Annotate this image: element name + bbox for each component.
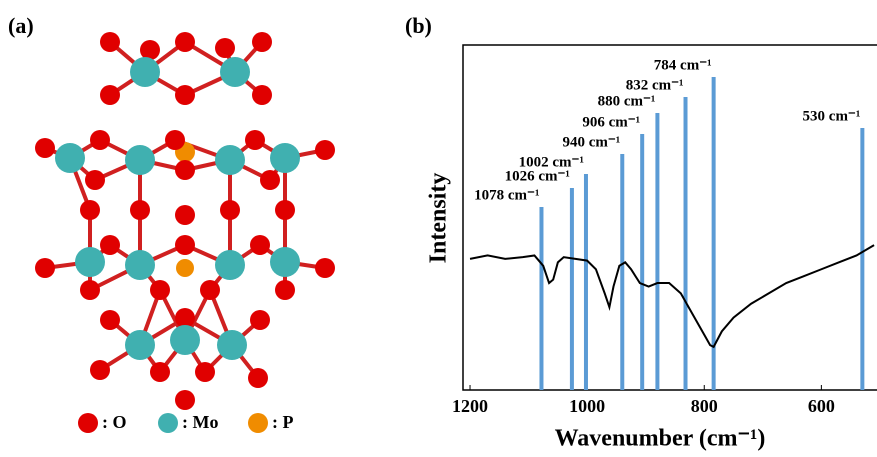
atom-o [100,32,120,52]
atom-p [176,259,194,277]
atom-o [195,362,215,382]
molecule [35,32,335,410]
atom-o [35,138,55,158]
atom-mo [220,57,250,87]
legend: : O : Mo : P [78,412,294,433]
atom-mo [125,250,155,280]
atom-o [250,235,270,255]
peak-label: 1002 cm⁻¹ [519,154,584,170]
atom-o [150,362,170,382]
atom-o [100,235,120,255]
atom-o [200,280,220,300]
x-tick-label: 600 [808,396,835,416]
atom-o [130,200,150,220]
x-tick-label: 1200 [452,396,488,416]
legend-label: : Mo [182,412,218,432]
plot-frame [463,45,877,390]
atom-o [165,130,185,150]
atom-mo [215,145,245,175]
atom-o [252,32,272,52]
atom-o [245,130,265,150]
atom-o [150,280,170,300]
atom-o [220,200,240,220]
y-axis-label: Intensity [426,173,452,264]
panel-label: (b) [405,13,432,38]
peak-label: 530 cm⁻¹ [803,108,861,124]
atom-o [275,280,295,300]
atom-mo [125,330,155,360]
x-tick-label: 800 [691,396,718,416]
atom-mo [215,250,245,280]
x-tick-label: 1000 [569,396,605,416]
atom-o [90,130,110,150]
atom-o [175,160,195,180]
peak-label: 940 cm⁻¹ [562,134,620,150]
atom-o [175,205,195,225]
atom-o [35,258,55,278]
peak-label: 906 cm⁻¹ [582,114,640,130]
atom-o [175,85,195,105]
atom-mo [75,247,105,277]
atom-o [175,390,195,410]
legend-swatch [78,413,98,433]
atom-mo [270,143,300,173]
atom-o [275,200,295,220]
atom-o [315,258,335,278]
atom-o [252,85,272,105]
legend-swatch [158,413,178,433]
legend-label: : P [272,412,294,432]
spectrum-line [470,245,874,347]
atom-o [140,40,160,60]
panel-label: (a) [8,13,34,38]
x-axis-label: Wavenumber (cm⁻¹) [555,426,766,452]
atom-mo [125,145,155,175]
peak-label: 1026 cm⁻¹ [505,168,570,184]
atom-o [175,235,195,255]
atom-o [80,280,100,300]
atom-o [85,170,105,190]
atom-o [215,38,235,58]
atom-mo [55,143,85,173]
atom-mo [217,330,247,360]
legend-label: : O [102,412,127,432]
atom-o [315,140,335,160]
atom-o [80,200,100,220]
legend-swatch [248,413,268,433]
atom-mo [270,247,300,277]
atom-o [90,360,110,380]
atom-mo [170,325,200,355]
peak-label: 880 cm⁻¹ [598,93,656,109]
peak-label: 1078 cm⁻¹ [474,187,539,203]
peak-label: 784 cm⁻¹ [654,57,712,73]
atom-o [248,368,268,388]
atom-o [260,170,280,190]
atom-o [100,85,120,105]
atom-o [250,310,270,330]
atom-o [100,310,120,330]
figure: (a) : O : Mo : P (b) Intensity Wavenumbe… [0,0,877,457]
atom-o [175,32,195,52]
atom-mo [130,57,160,87]
peak-label: 832 cm⁻¹ [626,77,684,93]
